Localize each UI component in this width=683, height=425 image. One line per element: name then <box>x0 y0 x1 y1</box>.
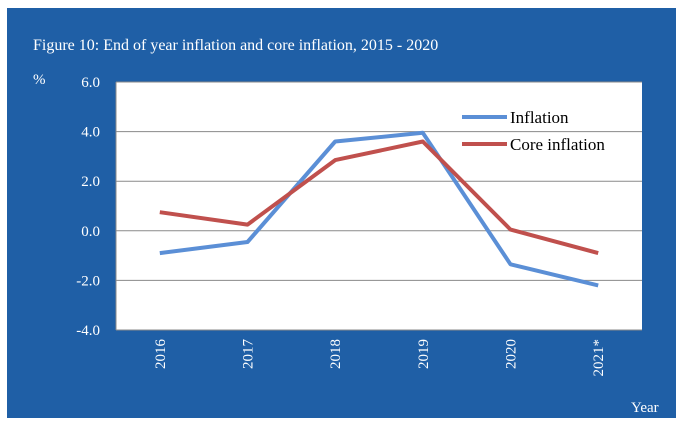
series-line-inflation <box>159 130 599 288</box>
x-tick-label: 2018 <box>328 339 344 369</box>
x-tick-label: 2016 <box>153 339 169 370</box>
x-tick-label: 2017 <box>241 339 257 370</box>
y-tick-label: 2.0 <box>81 174 100 190</box>
x-tick-labels: 2016 2017 2018 2019 2020 2021* <box>153 339 607 377</box>
plot-area <box>116 82 642 330</box>
x-tick-label: 2020 <box>504 339 520 369</box>
y-tick-labels: 6.0 4.0 2.0 0.0 -2.0 -4.0 <box>76 75 100 339</box>
x-tick-label: 2019 <box>416 339 432 369</box>
y-tick-label: 6.0 <box>81 75 100 91</box>
series-line-core-inflation <box>159 139 599 256</box>
y-tick-label: -2.0 <box>76 273 100 289</box>
chart-panel: Figure 10: End of year inflation and cor… <box>7 8 676 418</box>
y-tick-label: 0.0 <box>81 224 100 240</box>
legend-label: Core inflation <box>510 135 605 154</box>
line-chart: Figure 10: End of year inflation and cor… <box>33 37 659 416</box>
x-tick-label: 2021* <box>591 339 607 377</box>
legend: Inflation Core inflation <box>462 108 605 154</box>
y-tick-label: -4.0 <box>76 323 100 339</box>
legend-label: Inflation <box>510 108 569 127</box>
x-axis-label: Year <box>631 400 659 416</box>
grid-lines <box>115 81 642 331</box>
y-axis-label: % <box>33 72 46 88</box>
chart-title: Figure 10: End of year inflation and cor… <box>33 37 438 54</box>
y-tick-label: 4.0 <box>81 125 100 141</box>
series-lines <box>159 130 599 288</box>
